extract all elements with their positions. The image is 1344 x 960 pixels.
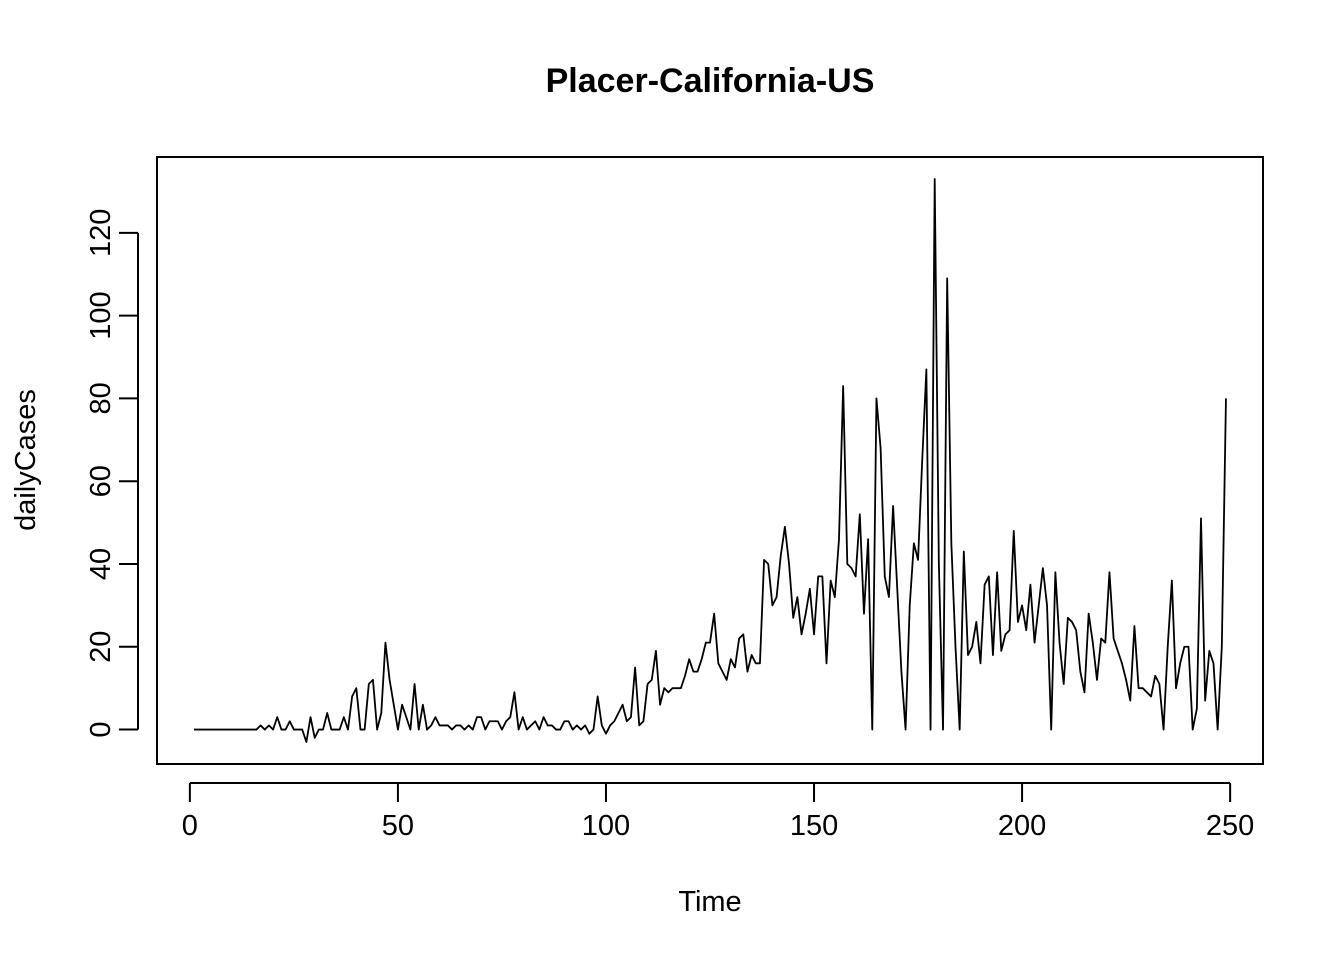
x-axis-label: Time <box>678 886 741 918</box>
x-tick-label: 250 <box>1206 810 1254 842</box>
y-axis-label: dailyCases <box>10 389 42 531</box>
y-tick-label: 120 <box>85 209 117 257</box>
y-tick-label: 20 <box>85 631 117 663</box>
x-tick-label: 0 <box>182 810 198 842</box>
y-tick-label: 0 <box>85 721 117 737</box>
x-axis: 0 50 100 150 200 250 <box>182 782 1254 842</box>
y-tick-label: 60 <box>85 465 117 497</box>
y-tick-label: 40 <box>85 548 117 580</box>
x-tick-label: 150 <box>790 810 838 842</box>
x-tick-label: 100 <box>582 810 630 842</box>
y-axis: 0 20 40 60 80 100 120 <box>85 209 139 738</box>
y-tick-label: 100 <box>85 291 117 339</box>
x-tick-label: 200 <box>998 810 1046 842</box>
chart-title: Placer-California-US <box>546 62 875 100</box>
x-tick-label: 50 <box>382 810 414 842</box>
y-tick-label: 80 <box>85 382 117 414</box>
plot-frame <box>156 156 1264 765</box>
series-line-daily-cases <box>194 178 1227 743</box>
